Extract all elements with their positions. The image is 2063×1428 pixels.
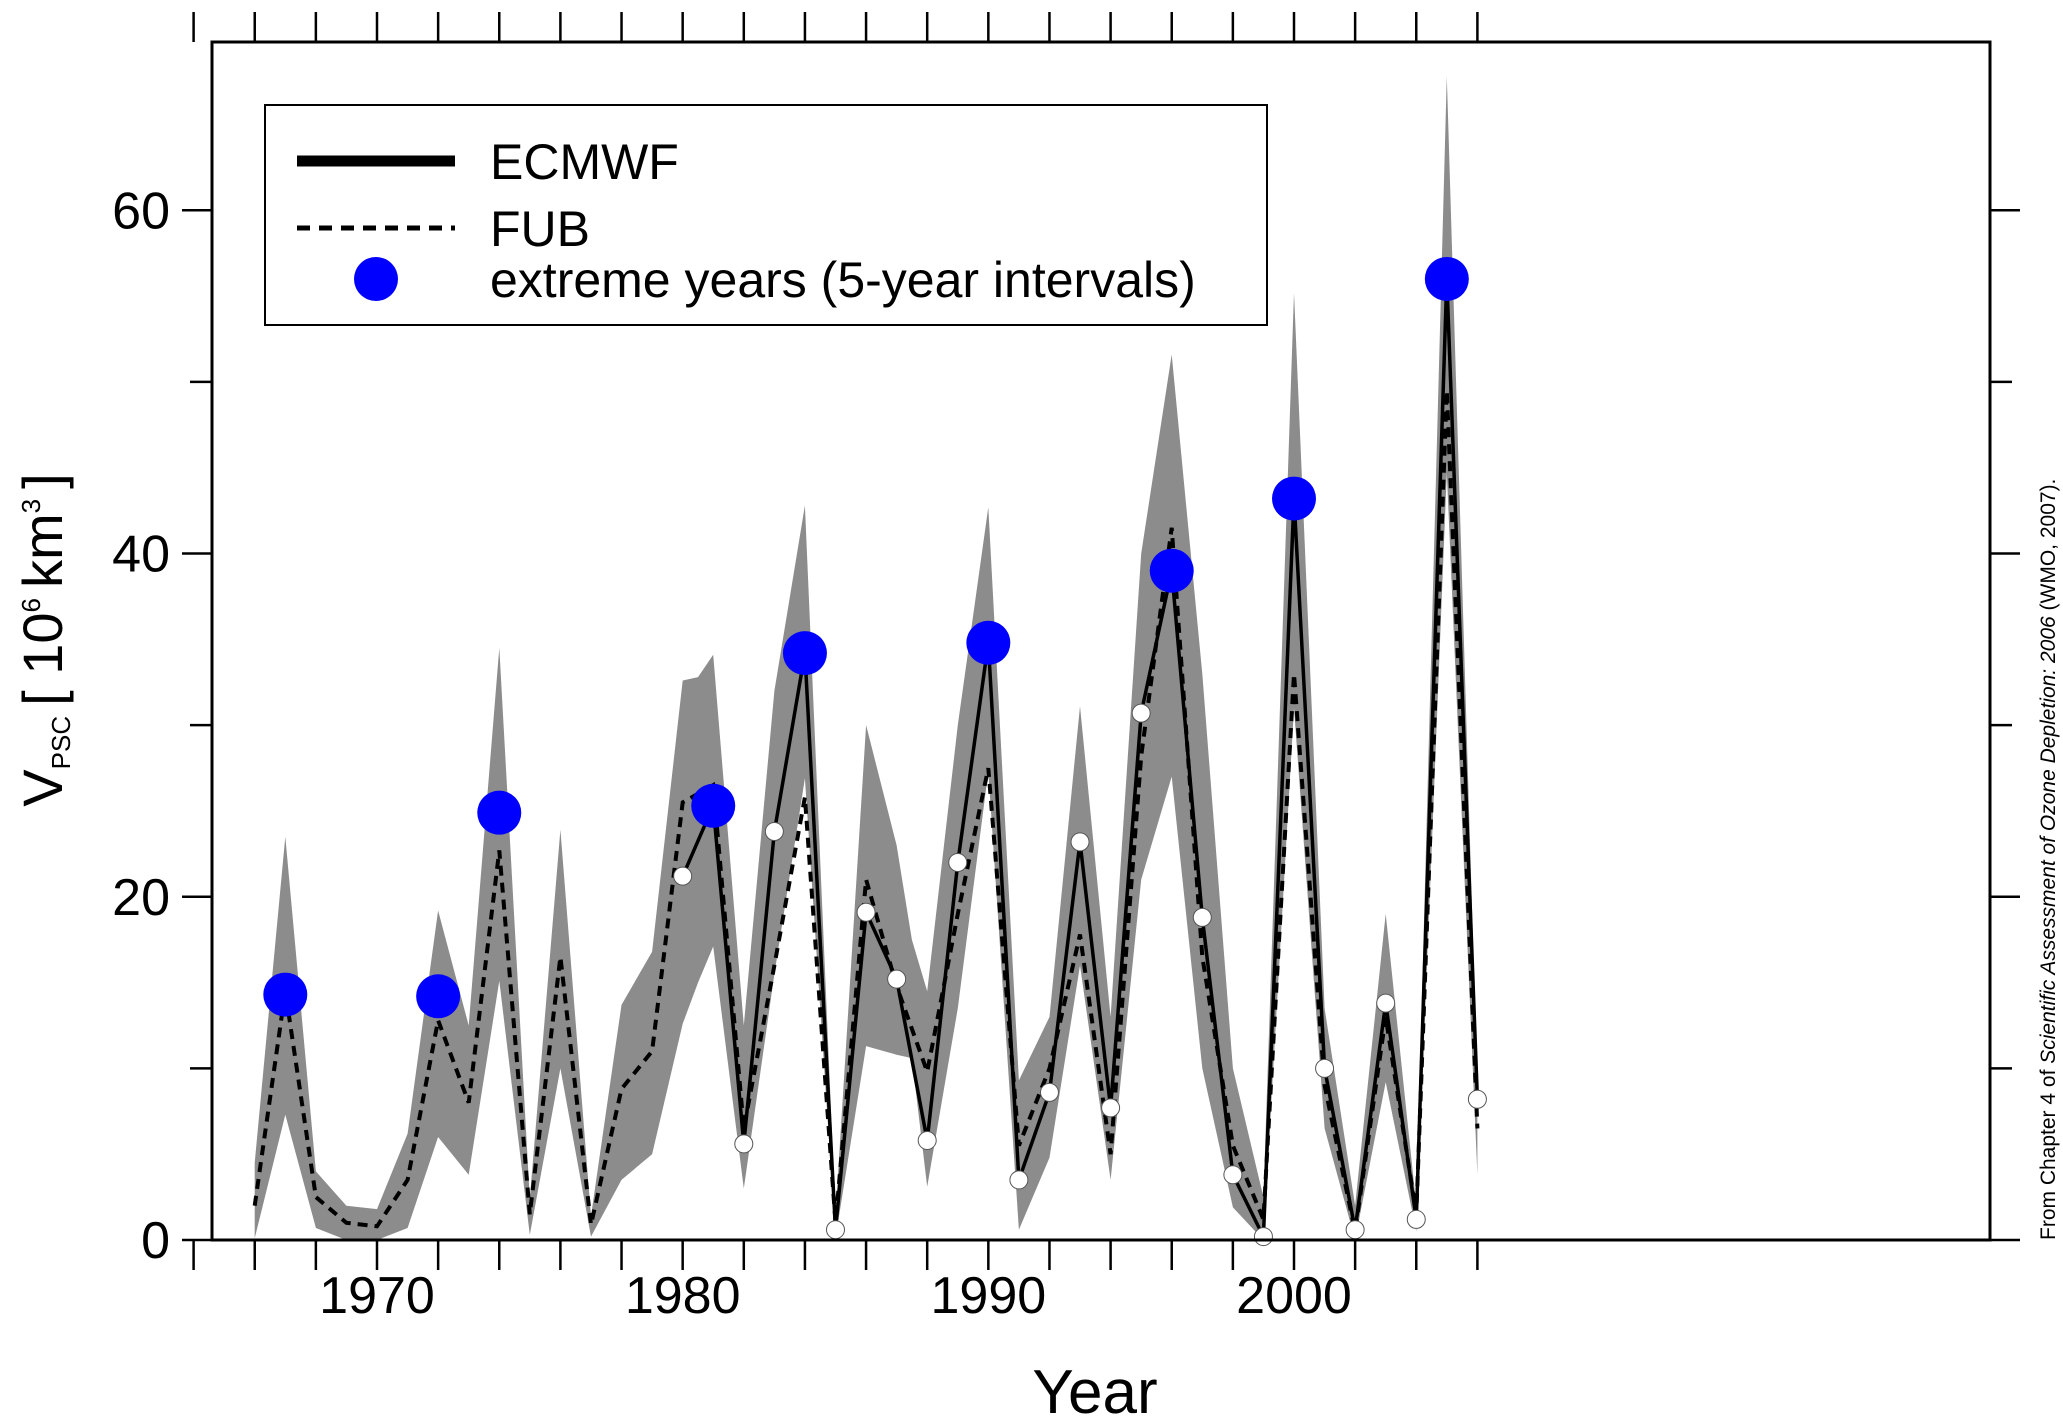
x-tick-label-2000: 2000 xyxy=(1236,1267,1352,1325)
extreme-years-layer xyxy=(263,256,1469,1019)
year-markers-layer xyxy=(673,703,1487,1247)
year-marker-1985 xyxy=(826,1220,845,1240)
extreme-year-point-2000 xyxy=(1272,476,1316,521)
source-note-title: Scientific Assessment of Ozone Depletion… xyxy=(2037,616,2060,1064)
tick-labels-layer: 1970 1980 1990 2000 0 20 40 60 xyxy=(112,182,1352,1325)
y-axis-title-var: V xyxy=(11,769,74,807)
axis-ticks-layer xyxy=(182,12,2020,1270)
year-marker-2006 xyxy=(1467,1089,1487,1109)
extreme-year-point-1967 xyxy=(263,972,308,1017)
year-marker-1980 xyxy=(673,866,693,886)
year-marker-1987 xyxy=(887,969,907,989)
year-marker-1997 xyxy=(1192,907,1212,927)
y-tick-label-20: 20 xyxy=(112,869,170,927)
source-note: From Chapter 4 of Scientific Assessment … xyxy=(2037,479,2060,1240)
legend-extreme-swatch xyxy=(354,257,398,301)
year-marker-1994 xyxy=(1101,1098,1121,1118)
y-tick-label-60: 60 xyxy=(112,182,170,240)
year-marker-1983 xyxy=(764,822,784,842)
extreme-year-point-1981 xyxy=(691,783,736,828)
y-tick-label-40: 40 xyxy=(112,526,170,584)
y-axis-title-subscript: PSC xyxy=(46,716,76,769)
ecmwf-range-band xyxy=(254,76,1478,1240)
year-marker-1995 xyxy=(1131,703,1151,723)
source-note-suffix: (WMO, 2007). xyxy=(2037,479,2060,617)
extreme-year-point-1974 xyxy=(477,790,522,835)
y-axis-title-unit-suffix: ] xyxy=(11,473,74,489)
extreme-year-point-2005 xyxy=(1424,256,1469,301)
year-marker-1992 xyxy=(1039,1082,1059,1102)
year-marker-1982 xyxy=(734,1134,754,1154)
series-line-fub xyxy=(252,390,1480,1232)
year-marker-1986 xyxy=(856,902,876,922)
x-tick-label-1970: 1970 xyxy=(319,1267,435,1325)
y-axis-title-exponent-2: 3 xyxy=(16,499,46,513)
y-tick-label-0: 0 xyxy=(141,1212,170,1270)
year-marker-2003 xyxy=(1376,993,1396,1013)
ecmwf-range-band-layer xyxy=(254,76,1478,1240)
year-marker-1988 xyxy=(917,1130,937,1150)
legend-fub-label: FUB xyxy=(490,201,590,257)
extreme-year-point-1996 xyxy=(1149,548,1194,593)
year-marker-1989 xyxy=(948,852,968,872)
plot-frame xyxy=(210,40,1992,1242)
y-axis-title-unit-mid: km xyxy=(11,513,74,588)
legend-extreme-label: extreme years (5-year intervals) xyxy=(490,252,1196,308)
year-marker-1991 xyxy=(1009,1170,1029,1190)
legend: ECMWF FUB extreme years (5-year interval… xyxy=(264,104,1268,326)
extreme-year-point-1972 xyxy=(416,974,461,1019)
y-axis-title: VPSC [ 106 km3] xyxy=(11,473,76,806)
year-marker-2004 xyxy=(1406,1209,1426,1229)
y-axis-title-exponent-1: 6 xyxy=(16,598,46,612)
source-note-prefix: From Chapter 4 of xyxy=(2037,1064,2060,1240)
x-tick-label-1990: 1990 xyxy=(930,1267,1046,1325)
extreme-year-point-1990 xyxy=(966,620,1011,665)
year-marker-1993 xyxy=(1070,832,1090,852)
extreme-year-point-1984 xyxy=(782,631,827,676)
legend-box xyxy=(264,104,1268,326)
legend-ecmwf-label: ECMWF xyxy=(490,134,679,190)
year-marker-1999 xyxy=(1253,1227,1273,1247)
year-marker-2001 xyxy=(1315,1058,1335,1078)
x-tick-label-1980: 1980 xyxy=(625,1267,741,1325)
year-marker-1998 xyxy=(1223,1165,1243,1185)
x-axis-title: Year xyxy=(1032,1358,1157,1427)
year-marker-2002 xyxy=(1345,1220,1365,1240)
y-axis-title-unit-prefix: [ 10 xyxy=(11,612,74,705)
